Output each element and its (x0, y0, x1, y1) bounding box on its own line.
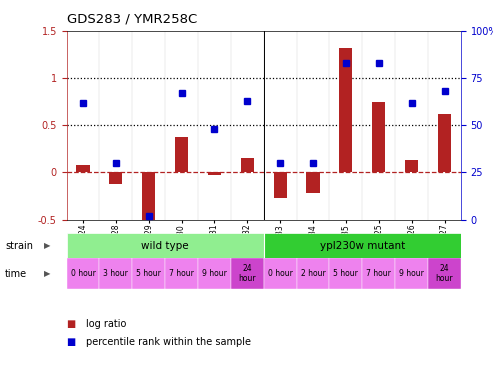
Text: ▶: ▶ (44, 241, 51, 250)
Bar (76, 165, 90, 172)
Bar (165, 258, 198, 289)
Text: percentile rank within the sample: percentile rank within the sample (86, 337, 251, 347)
Text: ■: ■ (67, 337, 76, 347)
Text: 7 hour: 7 hour (366, 269, 391, 278)
Bar (175, 137, 188, 172)
Text: 24
hour: 24 hour (436, 264, 454, 283)
Bar (329, 258, 362, 289)
Bar (428, 258, 461, 289)
Bar (67, 233, 264, 258)
Bar (132, 258, 165, 289)
Text: ▶: ▶ (44, 269, 51, 278)
Text: 9 hour: 9 hour (202, 269, 227, 278)
Text: ypl230w mutant: ypl230w mutant (320, 240, 405, 251)
Text: strain: strain (5, 240, 33, 251)
Text: 5 hour: 5 hour (136, 269, 161, 278)
Text: 7 hour: 7 hour (169, 269, 194, 278)
Text: 0 hour: 0 hour (70, 269, 96, 278)
Bar (339, 48, 352, 172)
Text: log ratio: log ratio (86, 319, 127, 329)
Bar (274, 172, 287, 198)
Bar (307, 172, 319, 193)
Text: GDS283 / YMR258C: GDS283 / YMR258C (67, 13, 197, 26)
Bar (67, 258, 100, 289)
Bar (362, 258, 395, 289)
Text: wild type: wild type (141, 240, 189, 251)
Bar (109, 172, 122, 184)
Text: 9 hour: 9 hour (399, 269, 424, 278)
Bar (241, 158, 254, 172)
Bar (372, 102, 386, 172)
Bar (198, 258, 231, 289)
Bar (438, 114, 451, 172)
Bar (264, 233, 461, 258)
Bar (405, 160, 418, 172)
Text: ■: ■ (67, 319, 76, 329)
Bar (297, 258, 329, 289)
Text: time: time (5, 269, 27, 279)
Text: 24
hour: 24 hour (239, 264, 256, 283)
Bar (395, 258, 428, 289)
Text: 0 hour: 0 hour (268, 269, 293, 278)
Bar (231, 258, 264, 289)
Text: 5 hour: 5 hour (333, 269, 358, 278)
Bar (142, 172, 155, 221)
Bar (264, 258, 297, 289)
Text: 3 hour: 3 hour (104, 269, 128, 278)
Text: 2 hour: 2 hour (301, 269, 325, 278)
Bar (208, 172, 221, 175)
Bar (100, 258, 132, 289)
